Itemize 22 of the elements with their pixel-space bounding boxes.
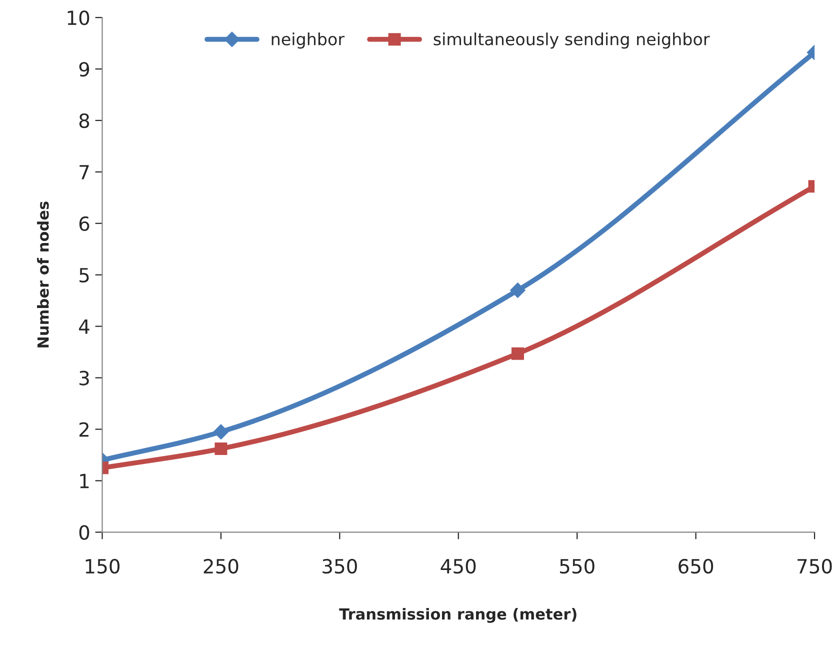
y-tick-label: 9 (79, 62, 90, 77)
y-tick-label: 4 (79, 320, 90, 334)
legend-label: simultaneously sending neighbor (434, 32, 710, 49)
x-tick-label: 750 (798, 558, 832, 574)
y-tick-label: 5 (80, 268, 89, 283)
x-tick-label: 650 (678, 558, 714, 574)
x-tick-label: 550 (560, 558, 594, 574)
x-tick-label: 150 (86, 558, 120, 574)
y-tick-label: 0 (79, 525, 90, 540)
y-tick-label: 6 (79, 216, 90, 232)
y-tick-label: 10 (68, 10, 90, 26)
y-tick-label: 3 (80, 370, 89, 386)
y-tick-label: 2 (79, 422, 88, 437)
x-tick-label: 450 (440, 558, 476, 574)
y-tick-label: 7 (80, 165, 89, 180)
y-tick-label: 1 (80, 474, 89, 488)
x-tick-label: 250 (204, 558, 238, 574)
y-axis-title: Number of nodes (37, 202, 49, 348)
x-axis-title: Transmission range (meter) (339, 608, 576, 623)
legend-label: neighbor (272, 32, 345, 49)
y-tick-label: 8 (79, 113, 90, 128)
x-tick-label: 350 (322, 558, 357, 574)
